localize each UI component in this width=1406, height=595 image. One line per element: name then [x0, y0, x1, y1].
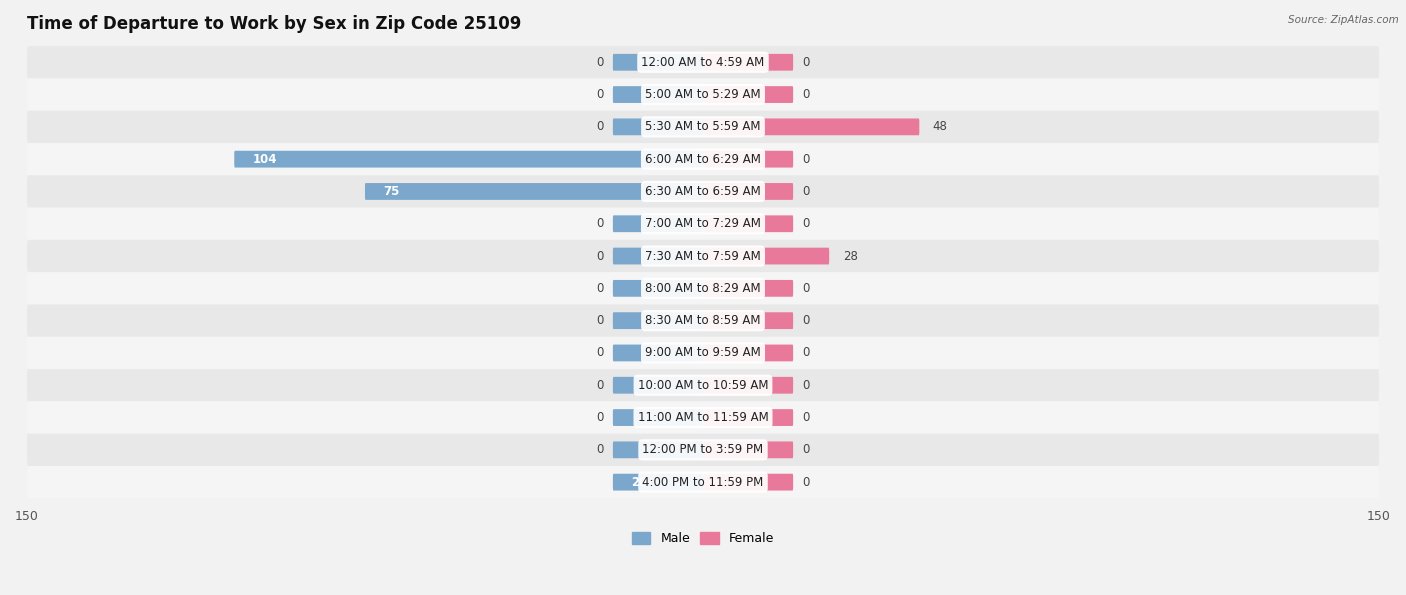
Text: 0: 0 [596, 249, 603, 262]
FancyBboxPatch shape [613, 248, 703, 264]
FancyBboxPatch shape [613, 441, 703, 458]
Text: 7:00 AM to 7:29 AM: 7:00 AM to 7:29 AM [645, 217, 761, 230]
FancyBboxPatch shape [613, 118, 703, 135]
Text: 0: 0 [596, 443, 603, 456]
Text: 0: 0 [803, 282, 810, 295]
Text: 0: 0 [803, 153, 810, 165]
FancyBboxPatch shape [613, 215, 703, 232]
Text: 7:30 AM to 7:59 AM: 7:30 AM to 7:59 AM [645, 249, 761, 262]
FancyBboxPatch shape [27, 272, 1379, 305]
FancyBboxPatch shape [613, 409, 703, 426]
FancyBboxPatch shape [27, 305, 1379, 337]
FancyBboxPatch shape [27, 79, 1379, 111]
FancyBboxPatch shape [703, 441, 793, 458]
Text: 0: 0 [596, 282, 603, 295]
Text: 0: 0 [803, 217, 810, 230]
FancyBboxPatch shape [703, 345, 793, 361]
Text: 12:00 PM to 3:59 PM: 12:00 PM to 3:59 PM [643, 443, 763, 456]
Text: 0: 0 [596, 56, 603, 69]
FancyBboxPatch shape [613, 345, 703, 361]
FancyBboxPatch shape [703, 118, 920, 135]
FancyBboxPatch shape [27, 208, 1379, 240]
Legend: Male, Female: Male, Female [627, 527, 779, 550]
FancyBboxPatch shape [703, 312, 793, 329]
FancyBboxPatch shape [27, 240, 1379, 272]
Text: 5:00 AM to 5:29 AM: 5:00 AM to 5:29 AM [645, 88, 761, 101]
Text: 8:00 AM to 8:29 AM: 8:00 AM to 8:29 AM [645, 282, 761, 295]
FancyBboxPatch shape [27, 143, 1379, 176]
Text: 0: 0 [596, 346, 603, 359]
FancyBboxPatch shape [613, 312, 703, 329]
FancyBboxPatch shape [27, 176, 1379, 208]
FancyBboxPatch shape [703, 248, 830, 264]
Text: 0: 0 [803, 443, 810, 456]
FancyBboxPatch shape [703, 183, 793, 200]
Text: 0: 0 [803, 185, 810, 198]
FancyBboxPatch shape [235, 151, 703, 168]
Text: 12:00 AM to 4:59 AM: 12:00 AM to 4:59 AM [641, 56, 765, 69]
FancyBboxPatch shape [613, 54, 703, 71]
FancyBboxPatch shape [27, 111, 1379, 143]
Text: 104: 104 [252, 153, 277, 165]
Text: 0: 0 [596, 120, 603, 133]
FancyBboxPatch shape [703, 54, 793, 71]
FancyBboxPatch shape [27, 46, 1379, 79]
Text: 28: 28 [842, 249, 858, 262]
FancyBboxPatch shape [703, 409, 793, 426]
Text: 75: 75 [382, 185, 399, 198]
Text: 0: 0 [596, 88, 603, 101]
Text: 0: 0 [803, 379, 810, 392]
FancyBboxPatch shape [27, 466, 1379, 498]
Text: 0: 0 [803, 56, 810, 69]
Text: Source: ZipAtlas.com: Source: ZipAtlas.com [1288, 15, 1399, 25]
FancyBboxPatch shape [27, 434, 1379, 466]
Text: 0: 0 [803, 411, 810, 424]
FancyBboxPatch shape [613, 377, 703, 394]
Text: 11:00 AM to 11:59 AM: 11:00 AM to 11:59 AM [638, 411, 768, 424]
FancyBboxPatch shape [27, 369, 1379, 402]
Text: 0: 0 [596, 379, 603, 392]
FancyBboxPatch shape [27, 402, 1379, 434]
Text: 0: 0 [596, 217, 603, 230]
FancyBboxPatch shape [613, 474, 703, 490]
Text: 4:00 PM to 11:59 PM: 4:00 PM to 11:59 PM [643, 475, 763, 488]
FancyBboxPatch shape [703, 215, 793, 232]
FancyBboxPatch shape [703, 86, 793, 103]
Text: 20: 20 [631, 475, 647, 488]
Text: 0: 0 [596, 314, 603, 327]
Text: 0: 0 [803, 88, 810, 101]
FancyBboxPatch shape [703, 474, 793, 490]
Text: 0: 0 [596, 411, 603, 424]
Text: Time of Departure to Work by Sex in Zip Code 25109: Time of Departure to Work by Sex in Zip … [27, 15, 522, 33]
FancyBboxPatch shape [613, 280, 703, 297]
Text: 6:00 AM to 6:29 AM: 6:00 AM to 6:29 AM [645, 153, 761, 165]
Text: 0: 0 [803, 346, 810, 359]
Text: 5:30 AM to 5:59 AM: 5:30 AM to 5:59 AM [645, 120, 761, 133]
FancyBboxPatch shape [703, 151, 793, 168]
FancyBboxPatch shape [613, 86, 703, 103]
FancyBboxPatch shape [703, 280, 793, 297]
Text: 10:00 AM to 10:59 AM: 10:00 AM to 10:59 AM [638, 379, 768, 392]
Text: 9:00 AM to 9:59 AM: 9:00 AM to 9:59 AM [645, 346, 761, 359]
Text: 48: 48 [932, 120, 948, 133]
Text: 0: 0 [803, 475, 810, 488]
FancyBboxPatch shape [366, 183, 703, 200]
FancyBboxPatch shape [27, 337, 1379, 369]
FancyBboxPatch shape [703, 377, 793, 394]
Text: 6:30 AM to 6:59 AM: 6:30 AM to 6:59 AM [645, 185, 761, 198]
Text: 0: 0 [803, 314, 810, 327]
Text: 8:30 AM to 8:59 AM: 8:30 AM to 8:59 AM [645, 314, 761, 327]
